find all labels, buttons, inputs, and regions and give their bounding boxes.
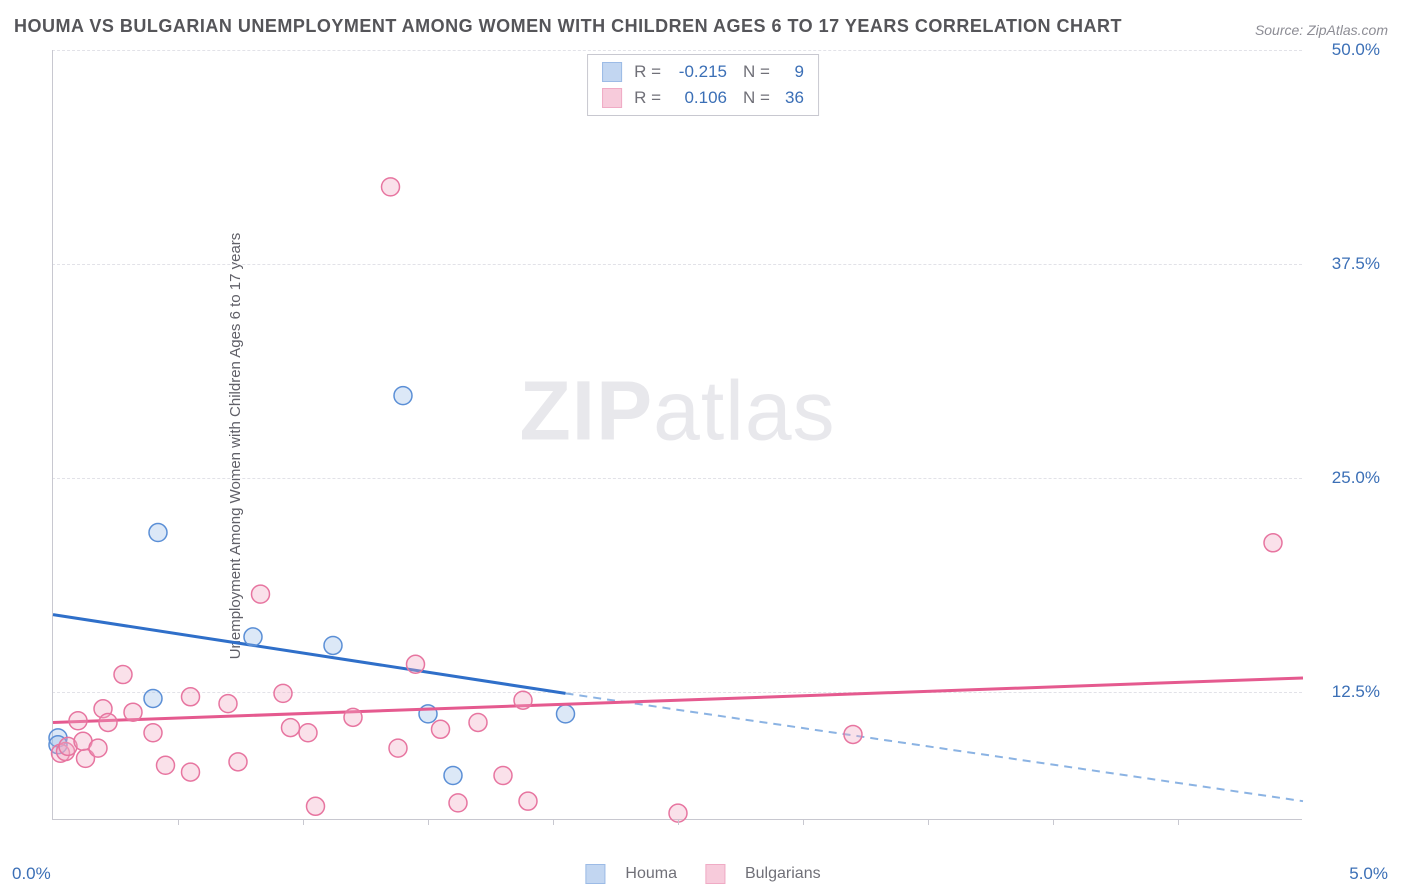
data-point: [114, 666, 132, 684]
data-point: [449, 794, 467, 812]
data-point: [149, 524, 167, 542]
r-label: R =: [634, 62, 661, 82]
data-point: [157, 756, 175, 774]
trend-line: [53, 615, 566, 694]
data-point: [99, 713, 117, 731]
r-value: 0.106: [667, 88, 727, 108]
legend-swatch: [585, 864, 605, 884]
data-point: [182, 763, 200, 781]
x-tick: [428, 819, 429, 825]
data-point: [394, 387, 412, 405]
x-max-label: 5.0%: [1349, 864, 1388, 884]
data-point: [69, 712, 87, 730]
data-point: [282, 719, 300, 737]
data-point: [494, 767, 512, 785]
data-point: [274, 684, 292, 702]
trend-line: [53, 678, 1303, 722]
stat-legend-row: R = 0.106 N = 36: [588, 85, 818, 111]
data-point: [244, 628, 262, 646]
chart-container: HOUMA VS BULGARIAN UNEMPLOYMENT AMONG WO…: [0, 0, 1406, 892]
y-tick-label: 12.5%: [1332, 682, 1380, 702]
x-tick: [678, 819, 679, 825]
legend-swatch: [602, 88, 622, 108]
legend-item: Houma: [585, 864, 677, 884]
data-point: [389, 739, 407, 757]
data-point: [444, 767, 462, 785]
data-point: [307, 797, 325, 815]
legend-item: Bulgarians: [705, 864, 821, 884]
data-point: [382, 178, 400, 196]
data-point: [557, 705, 575, 723]
n-label: N =: [743, 88, 770, 108]
y-tick-label: 25.0%: [1332, 468, 1380, 488]
x-tick: [553, 819, 554, 825]
legend-label: Bulgarians: [745, 865, 821, 883]
stat-legend-row: R = -0.215 N = 9: [588, 59, 818, 85]
n-value: 36: [776, 88, 804, 108]
legend-label: Houma: [625, 865, 677, 883]
x-tick: [303, 819, 304, 825]
plot-area: ZIPatlas: [52, 50, 1302, 820]
chart-title: HOUMA VS BULGARIAN UNEMPLOYMENT AMONG WO…: [14, 16, 1122, 37]
x-min-label: 0.0%: [12, 864, 51, 884]
legend-swatch: [705, 864, 725, 884]
scatter-svg: [53, 50, 1302, 819]
data-point: [344, 708, 362, 726]
data-point: [514, 691, 532, 709]
r-label: R =: [634, 88, 661, 108]
r-value: -0.215: [667, 62, 727, 82]
data-point: [144, 690, 162, 708]
data-point: [1264, 534, 1282, 552]
data-point: [299, 724, 317, 742]
x-tick: [1053, 819, 1054, 825]
series-legend: Houma Bulgarians: [585, 864, 820, 884]
n-label: N =: [743, 62, 770, 82]
data-point: [469, 713, 487, 731]
data-point: [432, 720, 450, 738]
y-tick-label: 50.0%: [1332, 40, 1380, 60]
data-point: [407, 655, 425, 673]
x-tick: [803, 819, 804, 825]
stat-legend: R = -0.215 N = 9 R = 0.106 N = 36: [587, 54, 819, 116]
data-point: [124, 703, 142, 721]
data-point: [182, 688, 200, 706]
x-tick: [928, 819, 929, 825]
data-point: [324, 636, 342, 654]
data-point: [252, 585, 270, 603]
data-point: [519, 792, 537, 810]
source-attribution: Source: ZipAtlas.com: [1255, 22, 1388, 38]
n-value: 9: [776, 62, 804, 82]
y-tick-label: 37.5%: [1332, 254, 1380, 274]
trend-line: [566, 693, 1304, 801]
data-point: [89, 739, 107, 757]
legend-swatch: [602, 62, 622, 82]
x-tick: [178, 819, 179, 825]
data-point: [219, 695, 237, 713]
data-point: [844, 725, 862, 743]
x-tick: [1178, 819, 1179, 825]
data-point: [229, 753, 247, 771]
data-point: [144, 724, 162, 742]
